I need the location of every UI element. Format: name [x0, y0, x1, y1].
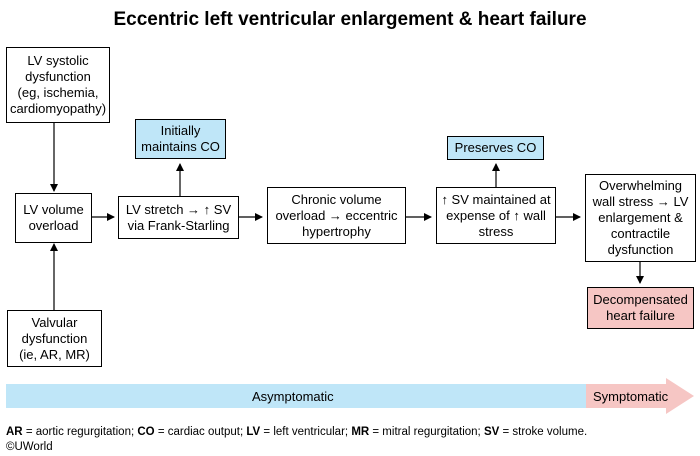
legend-abbr: LV — [246, 426, 261, 438]
legend-abbr: AR — [6, 426, 23, 438]
legend-abbr: CO — [137, 426, 155, 438]
sv-maintained-box: ↑ SV maintained at expense of ↑ wall str… — [436, 187, 556, 244]
legend-abbr: SV — [483, 426, 500, 438]
lv-volume-overload-box: LV volume overload — [15, 193, 92, 243]
symptomatic-arrow — [586, 378, 694, 414]
legend-def: = mitral regurgitation; — [369, 426, 484, 438]
asymptomatic-label: Asymptomatic — [252, 389, 334, 404]
overwhelming-wall-stress-box: Overwhelming wall stress → LV enlargemen… — [585, 174, 696, 262]
lv-stretch-box: LV stretch → ↑ SV via Frank-Starling — [118, 196, 239, 239]
copyright-text: ©UWorld — [6, 441, 53, 453]
legend-def: = left ventricular; — [260, 426, 352, 438]
diagram-title: Eccentric left ventricular enlargement &… — [113, 9, 587, 30]
decompensated-heart-failure-box: Decompensated heart failure — [587, 287, 694, 329]
chronic-volume-overload-box: Chronic volume overload → eccentric hype… — [267, 187, 406, 244]
lv-systolic-dysfunction-box: LV systolic dysfunction (eg, ischemia, c… — [6, 47, 110, 123]
abbreviation-legend: AR = aortic regurgitation; CO = cardiac … — [6, 425, 587, 439]
valvular-dysfunction-box: Valvular dysfunction (ie, AR, MR) — [7, 310, 102, 367]
legend-def: = stroke volume. — [499, 426, 588, 438]
legend-def: = aortic regurgitation; — [22, 426, 138, 438]
legend-def: = cardiac output; — [154, 426, 247, 438]
preserves-co-box: Preserves CO — [447, 136, 544, 160]
asymptomatic-bar — [6, 384, 586, 408]
symptomatic-label: Symptomatic — [593, 389, 669, 404]
legend-abbr: MR — [351, 426, 370, 438]
initially-maintains-co-box: Initially maintains CO — [135, 119, 226, 159]
